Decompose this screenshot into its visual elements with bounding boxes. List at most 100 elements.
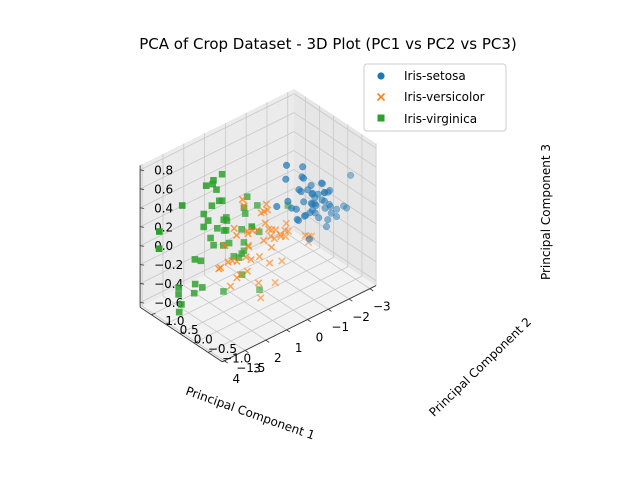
data-point-iris-virginica (230, 253, 238, 260)
data-point-iris-virginica (199, 284, 206, 291)
data-point-iris-versicolor (259, 236, 268, 245)
y-grid-line-floor (207, 275, 363, 353)
data-point-iris-virginica (238, 271, 246, 278)
z-grid-line-back (139, 93, 295, 171)
data-point-iris-versicolor (262, 200, 271, 208)
x-tick-label: −1 (331, 320, 349, 334)
data-point-iris-setosa (284, 197, 292, 205)
data-point-iris-virginica (200, 210, 208, 218)
data-point-iris-setosa (347, 171, 355, 179)
x-tick (328, 308, 332, 312)
data-point-iris-versicolor (267, 243, 276, 252)
data-point-iris-setosa (315, 214, 323, 222)
x-tick-label: 1 (295, 341, 303, 355)
x-axis-line (222, 285, 377, 363)
data-point-iris-versicolor (254, 279, 263, 287)
data-point-iris-versicolor (224, 258, 232, 266)
data-point-iris-virginica (240, 204, 248, 211)
data-point-iris-setosa (300, 212, 308, 220)
data-point-iris-versicolor (278, 257, 286, 265)
data-point-iris-virginica (208, 202, 216, 209)
x-grid-line-floor (287, 233, 371, 289)
data-point-iris-virginica (284, 202, 292, 209)
data-point-iris-versicolor (255, 252, 264, 261)
legend-marker-virginica (377, 114, 385, 122)
z-grid-line-left (293, 112, 377, 168)
z-tick (140, 226, 145, 228)
data-point-iris-virginica (225, 239, 233, 247)
data-point-iris-virginica (197, 257, 205, 265)
data-point-iris-versicolor (271, 278, 279, 287)
data-point-iris-setosa (318, 180, 326, 188)
z-tick-label: 0.8 (154, 163, 173, 177)
z-grid-line-left (293, 131, 377, 187)
y-tick-label: 0.5 (180, 323, 199, 337)
x-tick (307, 319, 312, 323)
z-tick-label: −0.6 (154, 296, 183, 310)
data-point-iris-versicolor (261, 219, 270, 227)
z-tick (140, 207, 145, 209)
tick-labels: −3−2−101234−1.5−1.0−0.50.00.51.0−0.6−0.4… (154, 163, 391, 385)
data-point-iris-virginica (210, 241, 217, 249)
data-point-iris-virginica (220, 216, 227, 223)
x-tick (286, 329, 291, 333)
left-pane (294, 89, 377, 286)
data-point-iris-setosa (327, 209, 335, 217)
x-axis-label: Principal Component 1 (184, 384, 317, 443)
data-point-iris-virginica (175, 308, 183, 316)
z-tick (140, 245, 145, 247)
x-tick-label: −3 (373, 300, 391, 314)
x-tick-label: 0 (316, 331, 324, 345)
data-point-iris-setosa (300, 198, 308, 206)
x-tick (369, 288, 374, 292)
x-tick (265, 339, 270, 343)
data-point-iris-setosa (322, 223, 331, 231)
data-point-iris-setosa (298, 173, 306, 181)
data-point-iris-versicolor (264, 225, 273, 233)
z-grid-line-left (293, 93, 377, 149)
data-point-iris-versicolor (247, 255, 255, 264)
data-point-iris-setosa (282, 175, 290, 183)
z-tick (140, 264, 145, 266)
data-point-iris-virginica (209, 180, 216, 188)
data-point-iris-versicolor (265, 259, 274, 267)
data-point-iris-virginica (155, 245, 163, 252)
y-tick (151, 312, 156, 316)
y-tick (165, 322, 170, 325)
data-point-iris-setosa (288, 204, 296, 212)
y-axis-line (139, 306, 223, 363)
data-point-iris-virginica (214, 225, 221, 232)
data-point-iris-setosa (307, 199, 315, 207)
data-point-iris-virginica (254, 202, 261, 209)
x-tick (348, 298, 353, 302)
legend-label-setosa: Iris-setosa (404, 69, 466, 83)
x-grid-line-floor (266, 244, 350, 300)
data-point-iris-setosa (343, 204, 351, 212)
data-point-iris-virginica (241, 210, 249, 217)
data-point-iris-virginica (178, 202, 186, 209)
data-point-iris-virginica (175, 284, 182, 291)
data-point-iris-virginica (220, 242, 227, 249)
data-point-iris-setosa (333, 205, 341, 213)
data-point-iris-virginica (191, 256, 199, 263)
y-tick (222, 359, 227, 363)
data-point-iris-versicolor (243, 227, 252, 235)
x-tick (244, 350, 249, 354)
legend: Iris-setosa Iris-versicolor Iris-virgini… (363, 63, 507, 132)
y-tick-label: 0.0 (194, 333, 213, 347)
y-tick-label: −0.5 (208, 342, 237, 356)
data-point-iris-versicolor (226, 282, 235, 291)
data-point-iris-setosa (293, 215, 301, 223)
data-point-iris-virginica (204, 217, 212, 224)
data-point-iris-setosa (295, 186, 303, 194)
data-point-iris-versicolor (257, 209, 265, 217)
data-point-iris-versicolor (240, 202, 248, 210)
data-point-iris-virginica (216, 197, 223, 205)
z-grid-line-back (139, 131, 295, 209)
y-tick (179, 331, 184, 334)
data-point-iris-setosa (321, 204, 329, 212)
x-tick-label: 4 (232, 372, 240, 386)
z-axis-label: Principal Component 3 (539, 144, 553, 280)
data-point-iris-virginica (202, 182, 210, 189)
